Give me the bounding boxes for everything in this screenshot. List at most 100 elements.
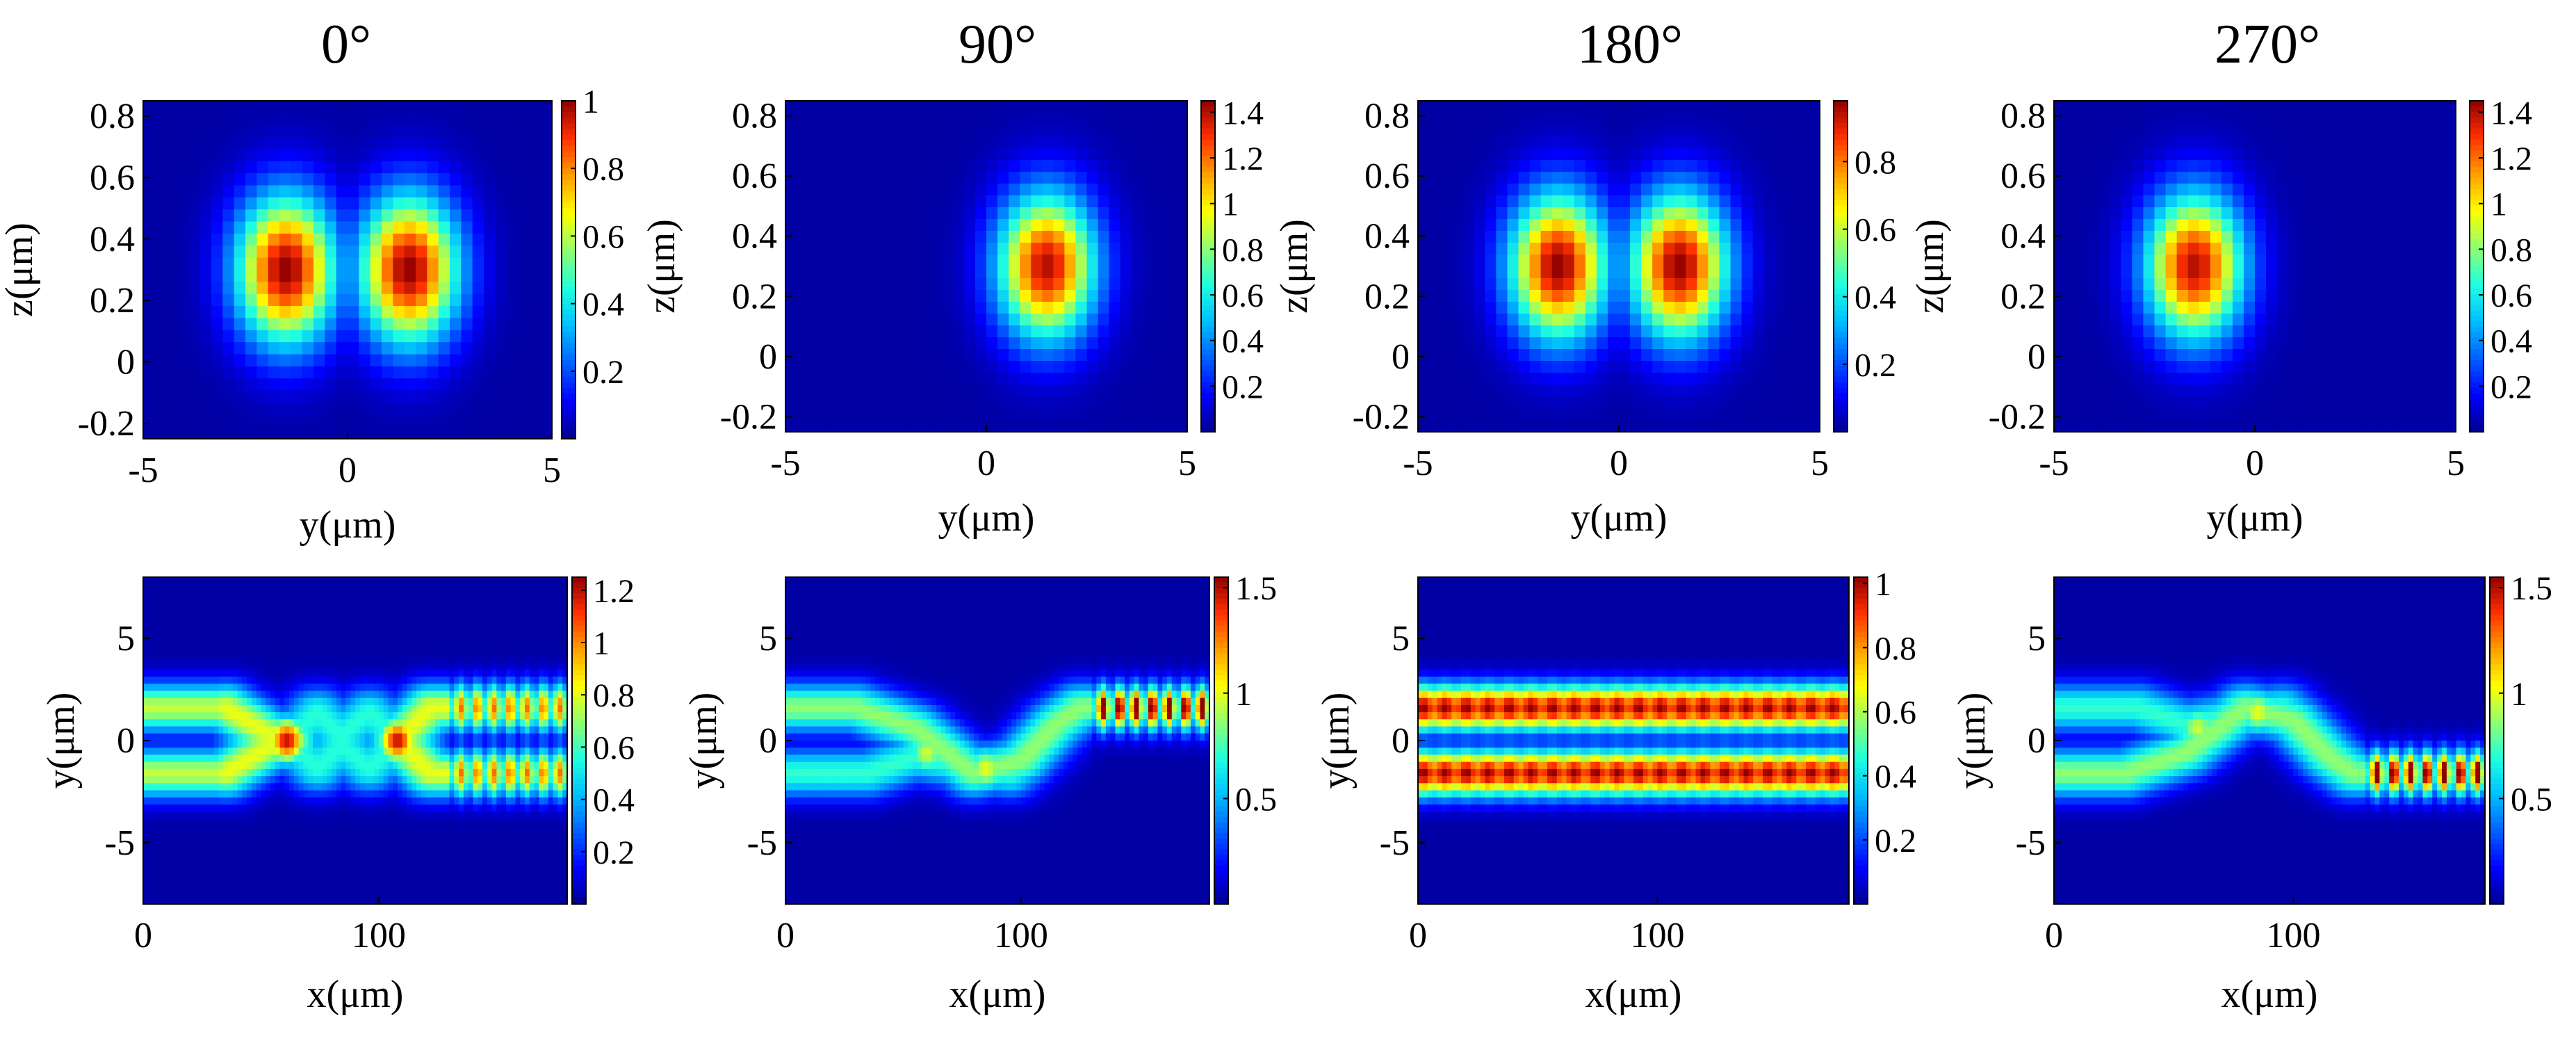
heatmap-cell [289, 605, 295, 613]
heatmap-cell [1540, 148, 1553, 161]
heatmap-cell [359, 149, 371, 162]
colorbar-segment [1834, 178, 1848, 184]
heatmap-cell [908, 420, 920, 433]
heatmap-cell [211, 137, 223, 150]
heatmap-cell [325, 426, 337, 439]
heatmap-cell [188, 378, 201, 391]
colorbar-segment [1201, 139, 1215, 146]
heatmap-cell [2444, 231, 2456, 243]
heatmap-cell [2121, 207, 2133, 220]
heatmap-cell [234, 330, 246, 343]
heatmap-cell [336, 342, 348, 355]
heatmap-cell [2065, 136, 2077, 149]
colorbar-segment [1201, 134, 1215, 140]
heatmap-cell [819, 302, 831, 314]
heatmap-cell [808, 219, 820, 232]
heatmap-cell [1652, 243, 1664, 255]
heatmap-cell [370, 197, 382, 210]
heatmap-cell [2110, 219, 2121, 232]
heatmap-cell [1585, 172, 1597, 184]
heatmap-cell [2110, 325, 2121, 338]
heatmap-cell [427, 124, 439, 138]
heatmap-cell [1031, 219, 1043, 232]
heatmap-cell [199, 598, 205, 606]
x-tick-label: -5 [770, 444, 800, 483]
heatmap-cell [302, 330, 314, 343]
heatmap-cell [562, 584, 568, 592]
heatmap-cell [279, 221, 291, 234]
heatmap-cell [1009, 243, 1020, 255]
heatmap-cell [1585, 361, 1597, 373]
heatmap-cell [1674, 148, 1686, 161]
heatmap-cell [1797, 420, 1809, 433]
heatmap-cell [1585, 314, 1597, 326]
heatmap-cell [529, 137, 541, 150]
heatmap-cell [540, 137, 553, 150]
colorbar-segment [2470, 200, 2484, 207]
heatmap-cell [325, 233, 337, 246]
heatmap-cell [1652, 113, 1664, 125]
heatmap-cell [540, 426, 553, 439]
heatmap-cell [1708, 148, 1720, 161]
heatmap-cell [1507, 290, 1519, 302]
heatmap-cell [1763, 290, 1776, 302]
heatmap-cell [2411, 408, 2423, 421]
heatmap-cell [211, 270, 223, 282]
colorbar-tick-label: 1 [2491, 186, 2507, 223]
heatmap-cell [540, 366, 553, 379]
heatmap-cell [495, 233, 507, 246]
heatmap-cell [1786, 113, 1798, 125]
heatmap-cell [518, 426, 530, 439]
heatmap-cell [383, 591, 389, 599]
heatmap-cell [2299, 314, 2311, 326]
heatmap-cell [1585, 243, 1597, 255]
heatmap-cell [378, 598, 384, 606]
heatmap-cell [438, 414, 450, 428]
heatmap-cell [1507, 278, 1519, 291]
heatmap-cell [165, 245, 178, 259]
heatmap-cell [506, 149, 519, 162]
heatmap-cell [1697, 160, 1709, 172]
heatmap-cell [2266, 136, 2278, 149]
heatmap-cell [491, 598, 497, 606]
heatmap-cell [1474, 195, 1485, 208]
heatmap-cell [2132, 314, 2144, 326]
heatmap-cell [348, 197, 359, 210]
heatmap-cell [218, 584, 224, 592]
heatmap-cell [1674, 243, 1686, 255]
heatmap-cell [1686, 148, 1697, 161]
heatmap-cell [416, 101, 427, 113]
heatmap-cell [886, 278, 898, 291]
heatmap-cell [143, 584, 149, 592]
heatmap-cell [2187, 207, 2200, 220]
heatmap-cell [1142, 373, 1155, 385]
heatmap-cell [518, 233, 530, 246]
heatmap-cell [2110, 385, 2121, 397]
heatmap-cell [374, 577, 380, 585]
heatmap-cell [1440, 113, 1452, 125]
heatmap-cell [1540, 255, 1553, 267]
heatmap-cell [2310, 396, 2322, 409]
heatmap-cell [256, 306, 269, 319]
heatmap-cell [1518, 172, 1531, 184]
heatmap-cell [2221, 337, 2233, 350]
heatmap-cell [2388, 278, 2401, 291]
heatmap-cell [177, 113, 189, 126]
heatmap-cell [1109, 219, 1121, 232]
heatmap-cell [2132, 148, 2144, 161]
heatmap-cell [2187, 385, 2200, 397]
heatmap-cell [1131, 361, 1143, 373]
heatmap-cell [2232, 255, 2244, 267]
heatmap-cell [1175, 101, 1188, 113]
heatmap-cell [2411, 302, 2423, 314]
heatmap-cell [1075, 172, 1088, 184]
heatmap-cell [154, 221, 167, 234]
heatmap-cell [2344, 231, 2356, 243]
heatmap-cell [1120, 396, 1132, 409]
heatmap-cell [1719, 184, 1731, 196]
heatmap-cell [1596, 172, 1608, 184]
heatmap-cell [218, 613, 224, 620]
heatmap-cell [2277, 243, 2289, 255]
heatmap-cell [268, 113, 280, 126]
heatmap-cell [1429, 337, 1441, 350]
